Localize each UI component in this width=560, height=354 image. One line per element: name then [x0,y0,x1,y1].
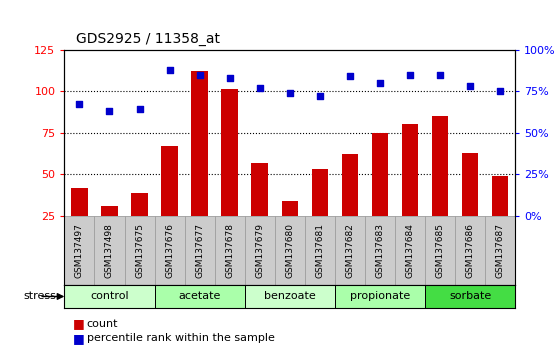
Text: GDS2925 / 11358_at: GDS2925 / 11358_at [76,32,220,46]
Text: stress: stress [23,291,56,302]
Bar [335,285,425,308]
Point [75,102,84,107]
Text: ■: ■ [73,318,85,330]
Text: acetate: acetate [179,291,221,302]
Text: GSM137682: GSM137682 [346,223,354,278]
Bar [342,154,358,258]
Bar [124,216,155,285]
Point [135,107,144,112]
Text: GSM137686: GSM137686 [465,223,475,278]
Bar [335,216,365,285]
Bar [372,133,388,258]
Bar [221,90,238,258]
Bar [311,169,328,258]
Bar [245,216,275,285]
Point [346,73,354,79]
Text: GSM137677: GSM137677 [195,223,204,278]
Text: propionate: propionate [350,291,410,302]
Bar [251,163,268,258]
Text: control: control [90,291,129,302]
Bar [64,285,155,308]
Bar [101,206,118,258]
Point [225,75,234,81]
Text: GSM137679: GSM137679 [255,223,264,278]
Point [375,80,384,86]
Bar [425,285,515,308]
Text: GSM137497: GSM137497 [75,223,84,278]
Bar [161,146,178,258]
Bar [305,216,335,285]
Text: GSM137498: GSM137498 [105,223,114,278]
Bar [485,216,515,285]
Bar [432,116,449,258]
Bar [402,125,418,258]
Bar [462,153,478,258]
Bar [71,188,88,258]
Bar [365,216,395,285]
Text: GSM137687: GSM137687 [496,223,505,278]
Point [496,88,505,94]
Bar [395,216,425,285]
Point [165,67,174,72]
Bar [192,71,208,258]
Point [315,93,324,99]
Point [466,83,475,89]
Bar [275,216,305,285]
Point [195,72,204,78]
Text: GSM137676: GSM137676 [165,223,174,278]
Bar [245,285,335,308]
Text: percentile rank within the sample: percentile rank within the sample [87,333,274,343]
Point [255,85,264,91]
Text: ■: ■ [73,332,85,344]
Text: GSM137680: GSM137680 [285,223,295,278]
Bar [492,176,508,258]
Text: sorbate: sorbate [449,291,491,302]
Text: benzoate: benzoate [264,291,316,302]
Text: GSM137681: GSM137681 [315,223,324,278]
Point [286,90,295,96]
Bar [425,216,455,285]
Bar [455,216,485,285]
Text: GSM137675: GSM137675 [135,223,144,278]
Bar [214,216,245,285]
Bar [131,193,148,258]
Bar [185,216,214,285]
Bar [95,216,124,285]
Text: GSM137685: GSM137685 [436,223,445,278]
Point [105,108,114,114]
Text: GSM137683: GSM137683 [375,223,385,278]
Bar [282,201,298,258]
Bar [64,216,95,285]
Bar [155,216,185,285]
Bar [155,285,245,308]
Text: GSM137678: GSM137678 [225,223,234,278]
Point [405,72,414,78]
Text: count: count [87,319,118,329]
Text: GSM137684: GSM137684 [405,223,414,278]
Point [436,72,445,78]
